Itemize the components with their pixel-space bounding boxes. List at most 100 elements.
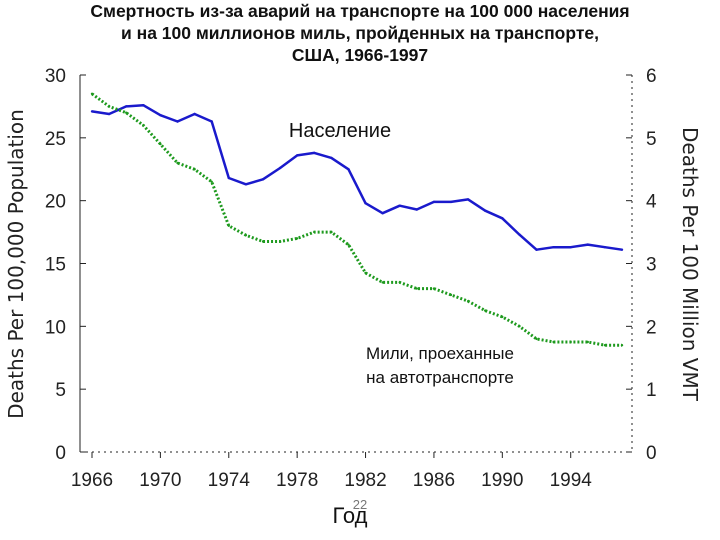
- data-point-1-15: [347, 243, 350, 246]
- data-point-0-22: [466, 198, 470, 201]
- data-point-0-14: [330, 156, 333, 160]
- x-tick-label-1974: 1974: [208, 470, 251, 491]
- y-right-tick-label-1: 1: [646, 380, 657, 401]
- data-point-0-6: [193, 112, 196, 116]
- data-point-1-10: [261, 240, 265, 243]
- vmt-series-label-line-2: на автотранспорте: [366, 368, 514, 387]
- data-point-0-8: [227, 176, 230, 180]
- y-left-tick-label-25: 25: [45, 129, 66, 150]
- data-point-0-30: [603, 246, 607, 249]
- data-point-0-28: [569, 246, 572, 249]
- y-right-tick-label-5: 5: [646, 129, 657, 150]
- data-point-0-27: [552, 246, 555, 249]
- data-point-1-29: [586, 340, 589, 344]
- data-point-0-20: [432, 200, 436, 204]
- chart-title-line-2: и на 100 миллионов миль, пройденных на т…: [121, 23, 599, 43]
- data-point-1-24: [501, 315, 504, 319]
- data-point-1-18: [398, 281, 401, 284]
- series-layer: [90, 92, 624, 347]
- data-point-1-13: [313, 230, 316, 234]
- data-point-1-26: [535, 337, 538, 341]
- data-point-1-7: [210, 180, 213, 183]
- data-point-1-0: [90, 92, 94, 96]
- data-point-1-4: [159, 142, 162, 146]
- y-left-tick-label-20: 20: [45, 192, 66, 213]
- y-left-tick-label-10: 10: [45, 317, 66, 338]
- data-point-0-4: [159, 114, 162, 117]
- y-right-tick-label-2: 2: [646, 317, 657, 338]
- x-tick-label-1986: 1986: [413, 470, 455, 491]
- data-point-0-29: [586, 243, 589, 246]
- data-point-1-14: [330, 230, 333, 234]
- data-point-1-28: [569, 340, 572, 344]
- data-point-0-11: [278, 166, 282, 170]
- vmt-series-label-line-1: Мили, проеханные: [366, 344, 514, 363]
- data-point-1-31: [620, 344, 624, 347]
- x-tick-label-1990: 1990: [481, 470, 523, 491]
- data-point-0-1: [107, 112, 111, 116]
- data-point-0-26: [535, 248, 538, 251]
- y-left-tick-label-0: 0: [55, 443, 66, 464]
- y-right-tick-label-3: 3: [646, 255, 657, 276]
- data-point-0-24: [501, 217, 504, 220]
- data-point-1-30: [603, 344, 607, 347]
- data-point-0-10: [261, 178, 265, 181]
- x-tick-label-1966: 1966: [71, 470, 113, 491]
- data-point-0-16: [364, 202, 367, 205]
- data-point-1-25: [518, 325, 521, 328]
- y-left-tick-label-30: 30: [45, 66, 66, 87]
- data-point-0-2: [125, 105, 128, 108]
- y-right-tick-label-4: 4: [646, 192, 657, 213]
- data-point-1-22: [466, 300, 470, 303]
- data-point-0-25: [518, 233, 521, 236]
- data-point-0-13: [313, 151, 316, 155]
- data-point-0-5: [176, 120, 179, 123]
- data-point-0-18: [398, 204, 401, 207]
- data-point-1-16: [364, 271, 367, 275]
- population-series-label: Население: [289, 120, 391, 142]
- y-right-tick-label-0: 0: [646, 443, 657, 464]
- data-point-1-5: [176, 161, 179, 165]
- y-axis-left-title: Deaths Per 100,000 Population: [4, 109, 28, 419]
- data-point-1-12: [296, 237, 299, 240]
- data-point-0-31: [620, 248, 624, 251]
- data-point-0-0: [90, 110, 94, 113]
- data-point-0-19: [415, 208, 418, 211]
- data-point-0-21: [449, 200, 453, 204]
- data-point-1-8: [227, 224, 230, 227]
- data-point-0-17: [381, 212, 384, 215]
- chart-title: Смертность из-за аварий на транспорте на…: [0, 0, 720, 66]
- data-point-1-17: [381, 281, 384, 284]
- x-tick-label-1994: 1994: [550, 470, 593, 491]
- series-line-0: [91, 103, 623, 251]
- data-point-1-20: [432, 287, 436, 290]
- data-point-0-3: [142, 104, 145, 107]
- y-left-tick-label-15: 15: [45, 255, 66, 276]
- data-point-0-9: [244, 183, 248, 186]
- data-point-1-11: [278, 240, 282, 243]
- chart-title-line-3: США, 1966-1997: [291, 45, 429, 65]
- data-point-1-6: [193, 168, 196, 171]
- data-point-1-21: [449, 293, 453, 297]
- data-point-0-12: [296, 154, 299, 157]
- data-point-0-15: [347, 168, 350, 171]
- data-point-0-7: [210, 120, 213, 123]
- x-axis-title: Год: [332, 503, 367, 528]
- data-point-1-23: [484, 309, 487, 312]
- data-point-0-23: [484, 209, 487, 212]
- x-tick-label-1970: 1970: [139, 470, 181, 491]
- x-tick-label-1982: 1982: [344, 470, 386, 491]
- ticks: 0 5 10 15 20 25 30 0 1 2 3 4 5 6 1966 1970 1974 1978 1982 1…: [45, 66, 657, 491]
- x-tick-label-1978: 1978: [276, 470, 318, 491]
- y-left-tick-label-5: 5: [55, 380, 66, 401]
- data-point-1-3: [142, 124, 145, 127]
- y-right-tick-label-6: 6: [646, 66, 657, 87]
- page-number: 22: [353, 497, 367, 512]
- data-point-1-27: [552, 340, 555, 344]
- data-point-1-19: [415, 287, 418, 290]
- data-point-1-1: [107, 105, 111, 108]
- y-axis-right-title: Deaths Per 100 Million VMT: [678, 127, 702, 402]
- chart-title-line-1: Смертность из-за аварий на транспорте на…: [90, 1, 630, 21]
- data-point-1-2: [125, 111, 128, 114]
